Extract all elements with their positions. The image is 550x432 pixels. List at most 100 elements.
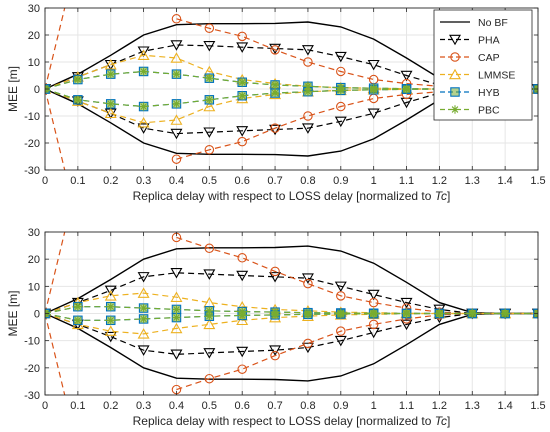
data-point	[172, 69, 181, 79]
data-point	[334, 281, 347, 293]
data-point	[171, 154, 182, 164]
series-pbc	[45, 302, 538, 325]
legend-label: HYB	[478, 87, 500, 99]
data-point	[170, 114, 183, 125]
data-point	[106, 302, 115, 311]
x-tick-label: 1.2	[432, 400, 447, 412]
data-point	[237, 253, 247, 263]
y-tick-label: -10	[24, 336, 40, 348]
x-tick-label: 0	[42, 400, 48, 412]
data-point	[139, 67, 148, 76]
x-tick-label: 0.3	[136, 400, 151, 412]
data-point	[170, 52, 183, 63]
x-tick-label: 0	[42, 175, 48, 187]
data-point	[139, 102, 148, 111]
data-point	[270, 266, 280, 277]
x-tick-label: 1.1	[399, 175, 414, 187]
x-tick-label: 0.2	[103, 400, 118, 412]
legend-marker	[449, 34, 461, 46]
legend-item-lmmse: LMMSE	[440, 68, 515, 82]
x-axis-label-suffix: ]	[447, 189, 450, 203]
x-tick-label: 0.7	[267, 175, 282, 187]
data-point	[336, 66, 346, 77]
y-tick-label: 20	[28, 30, 40, 42]
legend-marker	[449, 68, 461, 80]
data-point	[73, 95, 83, 104]
data-point	[236, 346, 249, 358]
data-point	[205, 312, 214, 321]
data-point	[236, 270, 249, 282]
data-point	[368, 297, 379, 308]
legend-marker	[450, 105, 460, 114]
data-point	[400, 70, 413, 82]
legend-marker	[450, 52, 460, 62]
data-point	[402, 309, 411, 318]
legend-label: No BF	[478, 17, 508, 29]
data-point	[106, 69, 115, 79]
data-point	[334, 116, 347, 128]
legend-item-cap: CAP	[440, 52, 500, 64]
x-tick-label: 1.5	[530, 175, 545, 187]
data-point	[336, 309, 345, 319]
data-point	[137, 272, 150, 283]
data-point	[303, 111, 313, 121]
legend-label: PBC	[478, 105, 500, 117]
data-point	[336, 86, 345, 95]
x-tick-label: 0.4	[169, 400, 184, 412]
chart-panel-2: 0 0.1 0.2 0.3 0.4 0.5 0.6 0.7 0.8 0.9 1 1.1 1.2 1.3 1.…	[6, 227, 546, 428]
data-point	[172, 313, 181, 322]
y-tick-label: 10	[28, 57, 40, 69]
series-spike-upper	[45, 232, 66, 314]
legend: No BF PHA CAP LMMSE HYB PBC	[433, 9, 533, 121]
x-tick-label: 0.3	[136, 175, 151, 187]
chart-panel-1: 0 0.1 0.2 0.3 0.4 0.5 0.6 0.7 0.8 0.9 1 1.1 1.2 1.3 1.…	[6, 3, 546, 203]
data-point	[137, 49, 150, 61]
data-point	[139, 303, 148, 313]
x-tick-label: 1	[371, 400, 377, 412]
data-point	[336, 291, 346, 301]
data-point	[336, 101, 346, 112]
data-point	[400, 297, 413, 309]
legend-box	[433, 9, 533, 121]
data-point	[139, 314, 148, 324]
data-point	[104, 58, 117, 70]
data-point	[270, 88, 280, 98]
data-point	[73, 302, 83, 311]
data-point	[237, 31, 247, 42]
y-tick-label: -20	[24, 138, 40, 150]
data-point	[170, 291, 183, 302]
y-axis-label: MEE [m]	[6, 290, 20, 336]
x-tick-label: 0.6	[235, 400, 250, 412]
y-tick-label: -20	[24, 363, 40, 375]
series-spike-lower	[45, 313, 66, 395]
data-point	[303, 57, 313, 67]
y-tick-label: -30	[24, 165, 40, 177]
data-point	[238, 311, 247, 320]
data-point	[203, 100, 216, 112]
data-point	[73, 316, 83, 325]
legend-label: CAP	[478, 52, 500, 64]
data-point	[367, 289, 380, 301]
data-point	[236, 42, 249, 53]
data-point	[334, 51, 347, 63]
data-point	[270, 80, 280, 90]
data-point	[336, 326, 346, 336]
data-point	[236, 126, 249, 137]
data-point	[269, 345, 282, 356]
data-point	[137, 328, 150, 339]
data-point	[270, 310, 280, 320]
data-point	[204, 23, 215, 33]
series-line-lower	[45, 312, 538, 321]
y-tick-label: 0	[34, 84, 40, 96]
x-tick-label: 0.1	[70, 175, 85, 187]
x-tick-label: 0.9	[333, 400, 348, 412]
data-point	[137, 287, 150, 298]
data-point	[170, 322, 183, 334]
series-no-bf	[45, 245, 538, 382]
x-tick-label: 1.3	[465, 400, 480, 412]
x-axis-label-text: Replica delay with respect to LOSS delay…	[133, 414, 435, 428]
data-point	[402, 85, 411, 94]
data-point	[170, 128, 183, 140]
data-point	[468, 309, 477, 318]
